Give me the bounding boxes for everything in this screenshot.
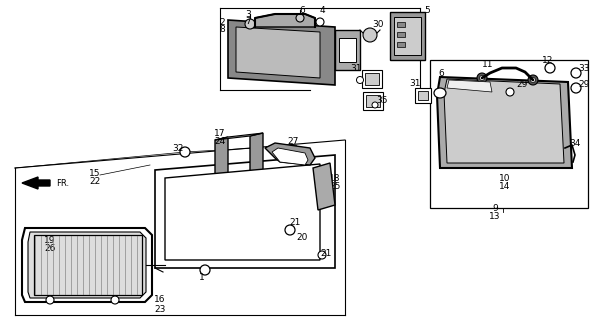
Text: 29: 29 xyxy=(578,79,589,89)
Bar xyxy=(397,22,405,27)
Circle shape xyxy=(245,19,255,29)
Text: 15: 15 xyxy=(89,169,101,178)
Text: 4: 4 xyxy=(319,5,325,14)
Circle shape xyxy=(46,296,54,304)
Text: 18: 18 xyxy=(329,173,341,182)
Circle shape xyxy=(571,83,581,93)
Circle shape xyxy=(571,68,581,78)
Text: 23: 23 xyxy=(154,305,166,314)
Polygon shape xyxy=(228,20,335,85)
Text: 10: 10 xyxy=(499,173,511,182)
Polygon shape xyxy=(313,163,335,210)
Polygon shape xyxy=(437,77,572,168)
Polygon shape xyxy=(236,27,320,78)
Polygon shape xyxy=(250,133,263,178)
Text: 20: 20 xyxy=(296,233,308,242)
Bar xyxy=(366,95,380,107)
Text: 13: 13 xyxy=(489,212,501,220)
Text: 7: 7 xyxy=(245,17,251,26)
Text: 5: 5 xyxy=(424,5,430,14)
Circle shape xyxy=(363,28,377,42)
Circle shape xyxy=(480,76,485,81)
Bar xyxy=(34,235,142,295)
Text: 16: 16 xyxy=(154,295,166,305)
Polygon shape xyxy=(165,164,320,260)
Ellipse shape xyxy=(434,88,446,98)
Polygon shape xyxy=(155,155,335,268)
Circle shape xyxy=(356,76,364,84)
Bar xyxy=(390,12,425,60)
Polygon shape xyxy=(265,143,315,165)
Text: 17: 17 xyxy=(214,129,226,138)
Text: 30: 30 xyxy=(372,20,384,28)
Text: 19: 19 xyxy=(44,236,56,244)
Bar xyxy=(335,30,360,70)
Text: 21: 21 xyxy=(320,249,332,258)
Polygon shape xyxy=(272,148,308,165)
Text: 6: 6 xyxy=(438,68,444,77)
Text: 8: 8 xyxy=(219,25,225,34)
Circle shape xyxy=(530,77,535,83)
Polygon shape xyxy=(255,14,315,27)
Text: 22: 22 xyxy=(89,177,101,186)
Bar xyxy=(430,60,588,208)
Circle shape xyxy=(180,147,190,157)
Circle shape xyxy=(545,63,555,73)
Circle shape xyxy=(372,102,378,108)
Text: 11: 11 xyxy=(482,60,493,68)
Text: FR.: FR. xyxy=(56,179,69,188)
Text: 35: 35 xyxy=(376,95,388,105)
Circle shape xyxy=(285,225,295,235)
Circle shape xyxy=(316,18,324,26)
Text: 25: 25 xyxy=(330,181,341,190)
Text: 3: 3 xyxy=(245,10,251,19)
Polygon shape xyxy=(215,137,228,180)
Circle shape xyxy=(200,265,210,275)
Text: 24: 24 xyxy=(215,137,226,146)
Text: 33: 33 xyxy=(578,63,590,73)
Bar xyxy=(363,92,383,110)
Text: 26: 26 xyxy=(44,244,55,252)
Bar xyxy=(418,91,428,100)
Text: 27: 27 xyxy=(287,137,299,146)
Text: 31: 31 xyxy=(409,78,421,87)
Bar xyxy=(339,38,356,62)
Polygon shape xyxy=(215,133,263,140)
Bar xyxy=(365,73,379,85)
Circle shape xyxy=(111,296,119,304)
Text: 29: 29 xyxy=(516,79,527,89)
Bar xyxy=(397,42,405,47)
Text: 2: 2 xyxy=(219,18,225,27)
Text: 34: 34 xyxy=(569,139,581,148)
Bar xyxy=(394,17,421,55)
Polygon shape xyxy=(28,232,146,298)
Text: 32: 32 xyxy=(172,143,184,153)
Bar xyxy=(362,70,382,88)
Polygon shape xyxy=(444,79,564,163)
Text: 9: 9 xyxy=(492,204,498,212)
Text: 14: 14 xyxy=(499,181,511,190)
Circle shape xyxy=(506,88,514,96)
Circle shape xyxy=(477,73,487,83)
Polygon shape xyxy=(447,80,492,92)
Circle shape xyxy=(296,14,304,22)
Circle shape xyxy=(318,251,326,259)
Bar xyxy=(415,88,431,103)
Polygon shape xyxy=(22,228,152,302)
Polygon shape xyxy=(22,177,50,189)
Text: 12: 12 xyxy=(542,55,554,65)
Text: 31: 31 xyxy=(350,63,362,73)
Bar xyxy=(397,32,405,37)
Text: 1: 1 xyxy=(199,274,205,283)
Text: 21: 21 xyxy=(289,218,301,227)
Text: 6: 6 xyxy=(299,5,305,14)
Text: 28: 28 xyxy=(287,145,299,154)
Circle shape xyxy=(528,75,538,85)
